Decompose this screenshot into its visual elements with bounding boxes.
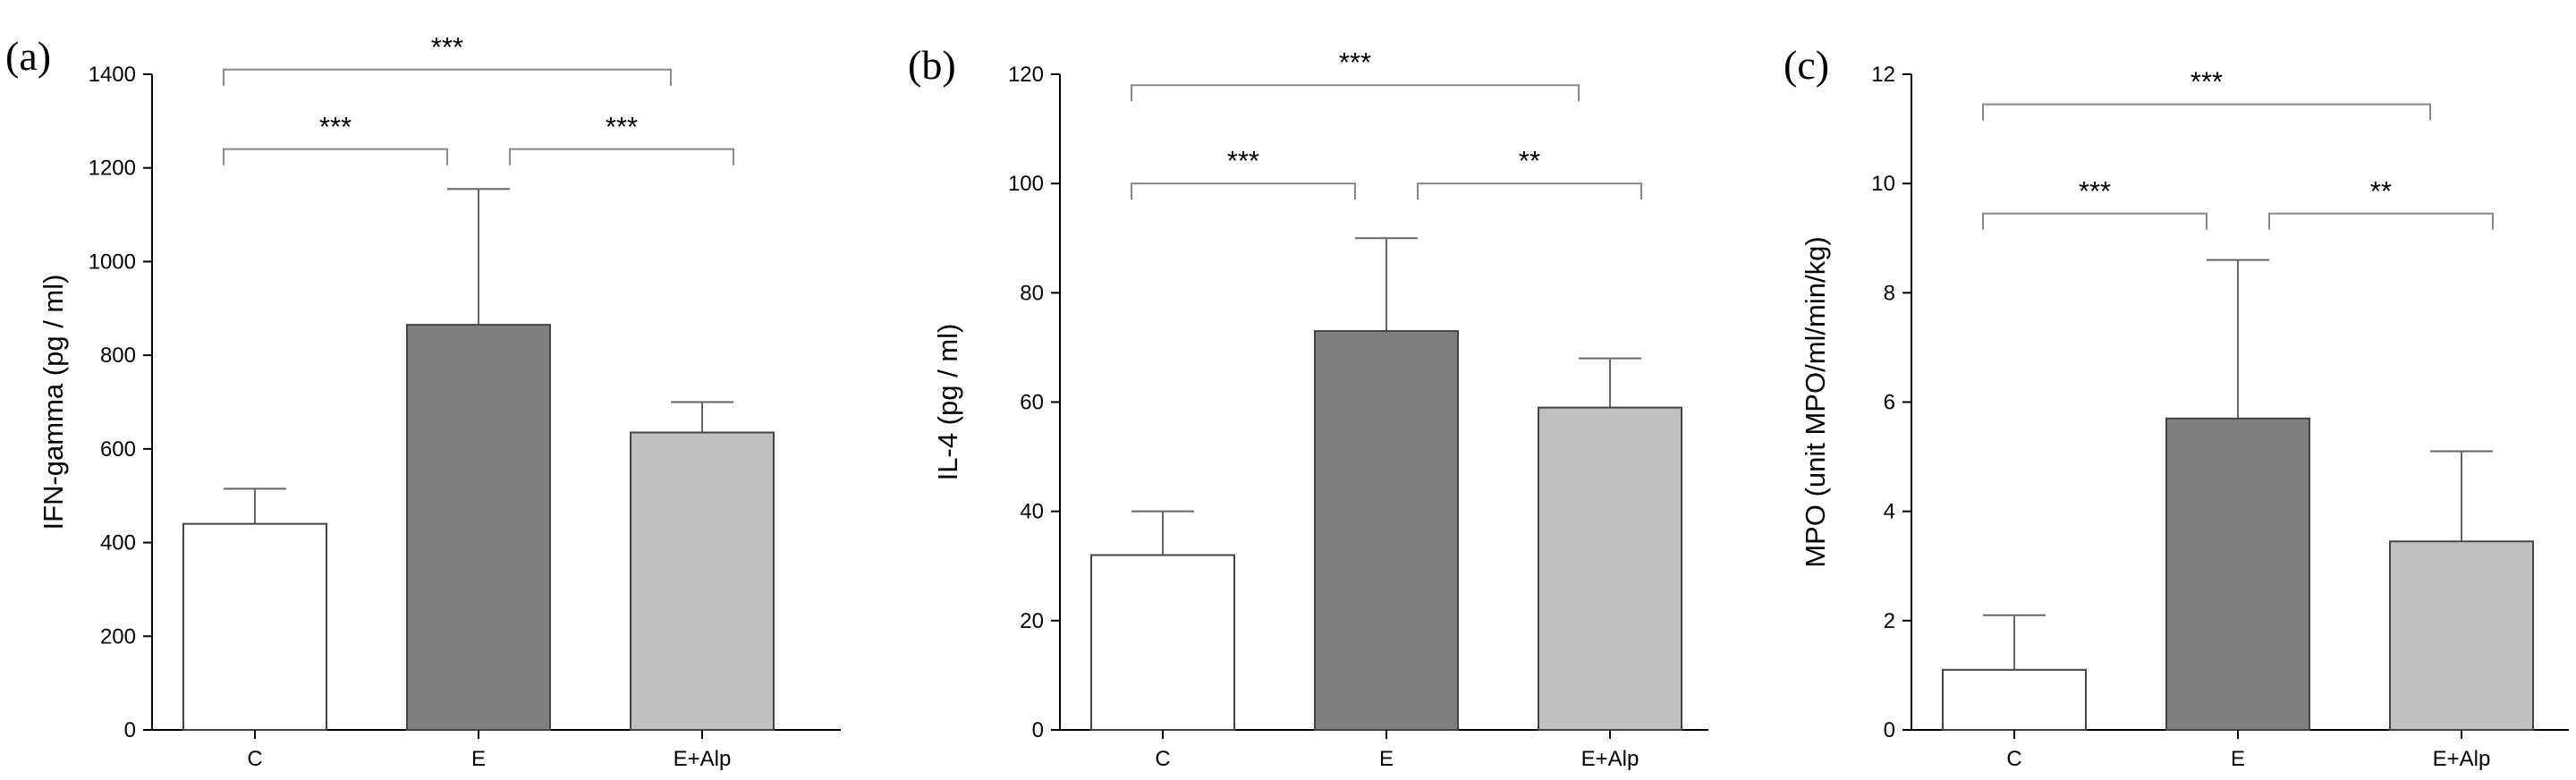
x-tick-label: E+Alp	[674, 747, 732, 771]
y-tick-label: 12	[1871, 63, 1895, 87]
y-axis-title: IL-4 (pg / ml)	[932, 324, 963, 481]
y-axis-title: MPO (unit MPO/ml/min/kg)	[1800, 236, 1831, 567]
bar-c	[1090, 554, 1235, 731]
significance-bracket	[1982, 103, 2431, 121]
y-tick-label: 800	[100, 343, 136, 368]
panel-letter: (b)	[908, 42, 956, 88]
significance-bracket	[1417, 182, 1642, 200]
y-tick-label: 1200	[89, 157, 136, 181]
y-tick-label: 80	[1020, 281, 1044, 305]
bar-e	[2165, 417, 2310, 731]
significance-label: ***	[2190, 66, 2223, 98]
x-tick-label: C	[2006, 747, 2021, 771]
x-tick-label: C	[1155, 747, 1170, 771]
y-tick-label: 2	[1884, 609, 1895, 633]
y-tick-label: 100	[1008, 172, 1044, 196]
y-tick-label: 0	[1032, 718, 1044, 742]
x-tick-label: E	[2231, 747, 2245, 771]
panel-letter: (c)	[1784, 42, 1829, 88]
y-tick-label: 4	[1884, 500, 1895, 524]
y-tick-label: 10	[1871, 172, 1895, 196]
significance-bracket	[1982, 212, 2207, 230]
bar-e-alp	[630, 431, 775, 731]
y-tick-label: 400	[100, 531, 136, 555]
y-tick-label: 40	[1020, 500, 1044, 524]
x-tick-label: E+Alp	[2433, 747, 2491, 771]
x-tick-label: E	[471, 747, 486, 771]
significance-bracket	[1131, 84, 1580, 102]
significance-bracket	[509, 148, 734, 165]
y-tick-label: 120	[1008, 63, 1044, 87]
significance-label: ***	[431, 31, 463, 63]
y-tick-label: 8	[1884, 281, 1895, 305]
bar-e	[1314, 330, 1459, 731]
significance-bracket	[223, 148, 448, 165]
x-tick-label: E	[1379, 747, 1394, 771]
significance-label: ***	[606, 111, 638, 142]
significance-label: **	[2370, 175, 2392, 207]
significance-label: ***	[2079, 175, 2111, 207]
bar-e-alp	[1538, 406, 1682, 731]
bar-c	[1942, 668, 2087, 732]
bar-c	[182, 522, 327, 732]
significance-label: ***	[319, 111, 352, 142]
y-tick-label: 60	[1020, 391, 1044, 415]
significance-label: ***	[1227, 145, 1259, 176]
y-tick-label: 20	[1020, 609, 1044, 633]
y-tick-label: 1400	[89, 63, 136, 87]
y-tick-label: 1000	[89, 250, 136, 274]
x-tick-label: E+Alp	[1581, 747, 1640, 771]
panel-letter: (a)	[5, 33, 51, 79]
significance-label: **	[1519, 145, 1540, 176]
y-tick-label: 0	[1884, 718, 1895, 742]
bar-e-alp	[2389, 540, 2534, 732]
chart-panel-c: (c) MPO (unit MPO/ml/min/kg) 0 2 4 6 8 10 12 C E E+…	[1784, 42, 2569, 771]
significance-label: ***	[1339, 47, 1371, 78]
chart-panel-b: (b) IL-4 (pg / ml) 0 20 40 60 80 100 120 C E E+Alp *…	[908, 42, 1708, 771]
x-tick-label: C	[247, 747, 262, 771]
y-tick-label: 6	[1884, 391, 1895, 415]
y-tick-label: 600	[100, 437, 136, 462]
significance-bracket	[1131, 182, 1356, 200]
y-tick-label: 0	[124, 718, 136, 742]
significance-bracket	[2268, 212, 2494, 230]
chart-panel-a: (a) IFN-gamma (pg / ml) 0 200 400 600 800 1000 1…	[5, 31, 841, 771]
y-axis-title: IFN-gamma (pg / ml)	[38, 275, 69, 530]
bar-e	[406, 324, 551, 731]
significance-bracket	[223, 68, 672, 86]
y-tick-label: 200	[100, 624, 136, 649]
